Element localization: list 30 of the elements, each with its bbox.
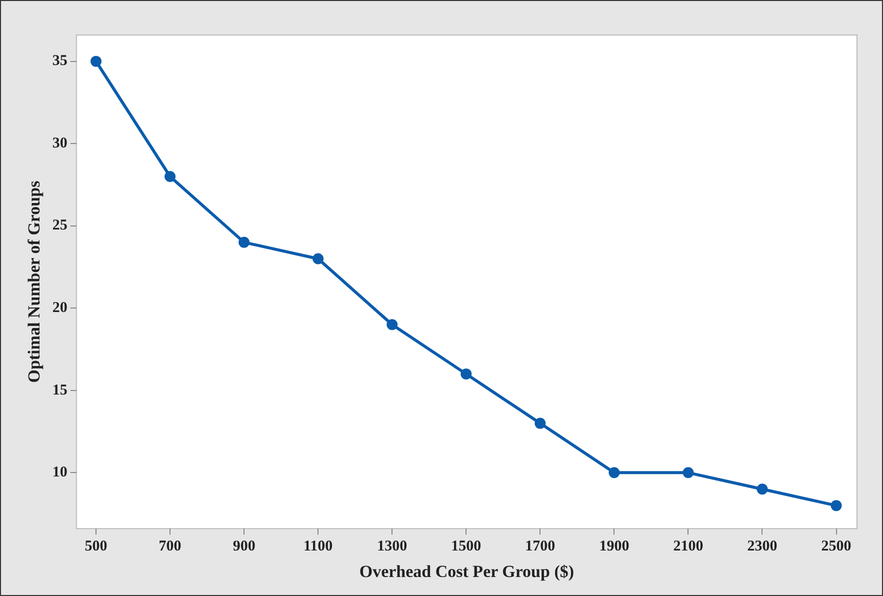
x-axis-title: Overhead Cost Per Group ($) (359, 562, 574, 582)
point (756, 484, 768, 495)
x-tick-label: 900 (232, 538, 256, 554)
point (164, 171, 176, 182)
x-tick-label: 700 (158, 538, 182, 554)
point (534, 418, 546, 429)
point (830, 500, 842, 512)
y-tick-label: 20 (52, 300, 68, 316)
point (682, 467, 694, 478)
x-tick-label: 1700 (525, 538, 556, 554)
x-tick-label: 1300 (377, 538, 408, 554)
point (608, 467, 620, 478)
x-tick-label: 1500 (451, 538, 482, 554)
point (460, 368, 472, 380)
x-tick-label: 1100 (304, 538, 333, 554)
y-tick-label: 10 (52, 464, 68, 481)
y-tick-label: 25 (52, 218, 68, 234)
point (312, 253, 324, 264)
point (386, 319, 398, 330)
y-tick-label: 30 (52, 135, 68, 152)
x-tick-label: 500 (84, 538, 108, 554)
x-tick-label: 2500 (821, 538, 852, 554)
y-axis-title: Optimal Number of Groups (24, 180, 44, 383)
point (238, 236, 250, 248)
point (90, 56, 102, 67)
y-tick-label: 15 (52, 382, 68, 398)
y-tick-label: 35 (52, 53, 68, 70)
x-tick-label: 1900 (599, 538, 630, 554)
x-tick-label: 2300 (747, 538, 778, 554)
x-tick-label: 2100 (673, 538, 704, 554)
